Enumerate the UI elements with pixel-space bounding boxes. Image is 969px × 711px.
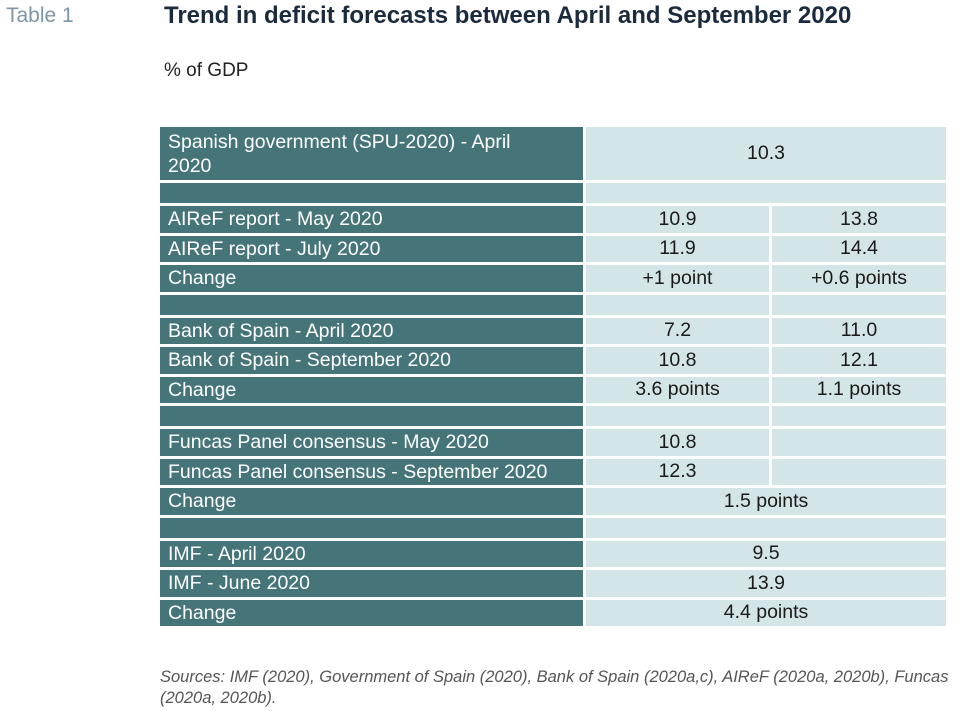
row-label-airef-change: Change bbox=[160, 265, 583, 292]
row-label-imf-june: IMF - June 2020 bbox=[160, 570, 583, 597]
cell-airef-july-v2: 14.4 bbox=[772, 235, 946, 262]
cell-funcas-sept-v2 bbox=[772, 458, 946, 485]
spacer-value bbox=[586, 517, 946, 538]
table-number-label: Table 1 bbox=[6, 4, 74, 27]
row-label-bos-april: Bank of Spain - April 2020 bbox=[160, 317, 583, 344]
row-label-airef-july: AIReF report - July 2020 bbox=[160, 235, 583, 262]
table-title: Trend in deficit forecasts between April… bbox=[164, 2, 852, 29]
spacer-label bbox=[160, 183, 583, 203]
spacer-value bbox=[772, 294, 946, 315]
row-label-spu-april: Spanish government (SPU-2020) - April 20… bbox=[160, 127, 583, 180]
deficit-forecast-table: Spanish government (SPU-2020) - April 20… bbox=[160, 127, 946, 626]
cell-airef-may-v1: 10.9 bbox=[586, 206, 769, 233]
spacer-value bbox=[586, 294, 769, 315]
cell-bos-sept-v1: 10.8 bbox=[586, 347, 769, 374]
cell-bos-april-v1: 7.2 bbox=[586, 317, 769, 344]
unit-subtitle: % of GDP bbox=[164, 60, 249, 81]
cell-funcas-may-v1: 10.8 bbox=[586, 429, 769, 456]
row-label-funcas-may: Funcas Panel consensus - May 2020 bbox=[160, 429, 583, 456]
row-label-bos-change: Change bbox=[160, 376, 583, 403]
cell-bos-sept-v2: 12.1 bbox=[772, 347, 946, 374]
cell-airef-july-v1: 11.9 bbox=[586, 235, 769, 262]
row-label-bos-sept: Bank of Spain - September 2020 bbox=[160, 347, 583, 374]
cell-bos-change-v1: 3.6 points bbox=[586, 376, 769, 403]
spacer-value bbox=[772, 406, 946, 426]
row-label-airef-may: AIReF report - May 2020 bbox=[160, 206, 583, 233]
spacer-value bbox=[586, 183, 946, 203]
row-label-funcas-change: Change bbox=[160, 488, 583, 515]
cell-imf-april-value: 9.5 bbox=[586, 540, 946, 567]
cell-airef-change-v2: +0.6 points bbox=[772, 265, 946, 292]
cell-imf-june-value: 13.9 bbox=[586, 570, 946, 597]
row-label-funcas-sept: Funcas Panel consensus - September 2020 bbox=[160, 458, 583, 485]
row-label-imf-april: IMF - April 2020 bbox=[160, 540, 583, 567]
cell-airef-change-v1: +1 point bbox=[586, 265, 769, 292]
spacer-label bbox=[160, 406, 583, 426]
cell-funcas-may-v2 bbox=[772, 429, 946, 456]
row-label-imf-change: Change bbox=[160, 599, 583, 626]
cell-funcas-change-value: 1.5 points bbox=[586, 488, 946, 515]
cell-imf-change-value: 4.4 points bbox=[586, 599, 946, 626]
cell-bos-change-v2: 1.1 points bbox=[772, 376, 946, 403]
cell-airef-may-v2: 13.8 bbox=[772, 206, 946, 233]
cell-funcas-sept-v1: 12.3 bbox=[586, 458, 769, 485]
spacer-label bbox=[160, 294, 583, 315]
spacer-value bbox=[586, 406, 769, 426]
cell-bos-april-v2: 11.0 bbox=[772, 317, 946, 344]
cell-spu-april-value: 10.3 bbox=[586, 127, 946, 180]
sources-note: Sources: IMF (2020), Government of Spain… bbox=[160, 668, 949, 707]
spacer-label bbox=[160, 517, 583, 538]
